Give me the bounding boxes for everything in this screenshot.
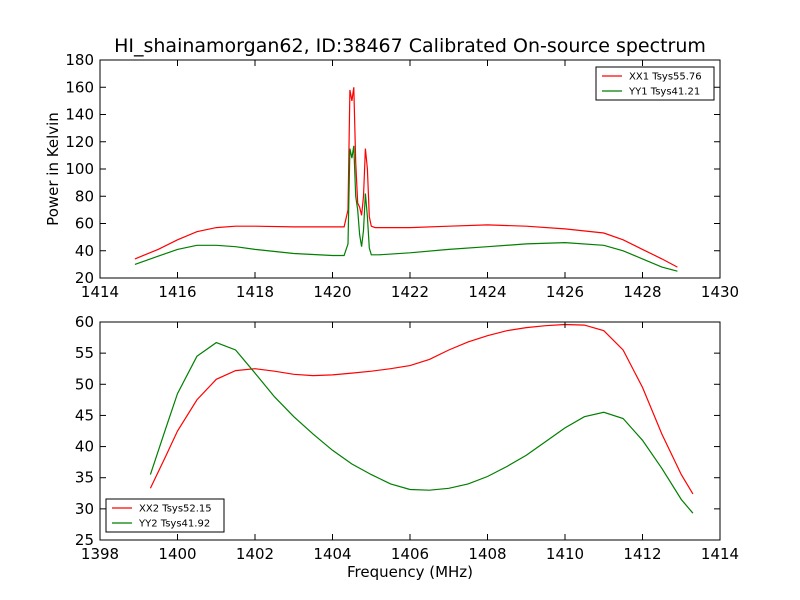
legend-label: YY1 Tsys41.21 — [628, 87, 700, 98]
y-tick-label: 60 — [75, 215, 94, 233]
legend-box — [105, 498, 225, 533]
x-tick-label: 1410 — [546, 545, 584, 563]
x-tick-label: 1416 — [158, 283, 196, 301]
x-tick-label: 1420 — [313, 283, 351, 301]
x-tick-label: 1402 — [236, 545, 274, 563]
y-tick-label: 120 — [65, 133, 94, 151]
y-tick-label: 55 — [75, 344, 94, 362]
x-tick-label: 1426 — [546, 283, 584, 301]
bottom-panel: 1398 1400 1402 1404 1406 1408 1410 1412 1414 25 30… — [75, 313, 739, 581]
y-tick-label: 20 — [75, 269, 94, 287]
series-line-2-1 — [149, 323, 694, 495]
y-tick-label: 160 — [65, 78, 94, 96]
y-tick-label: 50 — [75, 375, 94, 393]
top-panel: 1414 1416 1418 1420 1422 1424 1426 1428 1430 20 40… — [44, 51, 739, 301]
x-tick-label: 1408 — [468, 545, 506, 563]
series-line-2-2 — [149, 341, 694, 514]
x-tick-label: 1422 — [391, 283, 429, 301]
y-tick-label: 140 — [65, 106, 94, 124]
y-tick-label: 40 — [75, 438, 94, 456]
legend-box — [595, 66, 715, 101]
x-tick-label: 1398 — [81, 545, 119, 563]
y-tick-label: 80 — [75, 187, 94, 205]
x-tick-label: 1428 — [623, 283, 661, 301]
y-tick-label: 35 — [75, 469, 94, 487]
legend: XX2 Tsys52.15 YY2 Tsys41.92 — [105, 498, 225, 533]
legend-label: YY2 Tsys41.92 — [138, 519, 210, 530]
y-tick-label: 180 — [65, 51, 94, 69]
y-tick-label: 40 — [75, 242, 94, 260]
x-tick-label: 1418 — [236, 283, 274, 301]
x-tick-label: 1414 — [701, 545, 739, 563]
y-tick-label: 60 — [75, 313, 94, 331]
x-tick-label: 1412 — [623, 545, 661, 563]
chart-title: HI_shainamorgan62, ID:38467 Calibrated O… — [114, 35, 706, 57]
y-tick-label: 45 — [75, 406, 94, 424]
y-tick-label: 25 — [75, 531, 94, 549]
y-axis-label: Power in Kelvin — [44, 112, 62, 226]
y-tick-label: 100 — [65, 160, 94, 178]
x-tick-label: 1404 — [313, 545, 351, 563]
legend: XX1 Tsys55.76 YY1 Tsys41.21 — [595, 66, 715, 101]
x-tick-label: 1406 — [391, 545, 429, 563]
series-line-1-1 — [134, 87, 678, 268]
x-tick-label: 1424 — [468, 283, 506, 301]
legend-label: XX1 Tsys55.76 — [629, 72, 702, 83]
legend-label: XX2 Tsys52.15 — [139, 504, 212, 515]
x-tick-label: 1414 — [81, 283, 119, 301]
x-tick-label: 1430 — [701, 283, 739, 301]
x-axis-label: Frequency (MHz) — [347, 563, 473, 581]
y-tick-label: 30 — [75, 500, 94, 518]
series-line-1-2 — [134, 145, 678, 272]
x-tick-label: 1400 — [158, 545, 196, 563]
